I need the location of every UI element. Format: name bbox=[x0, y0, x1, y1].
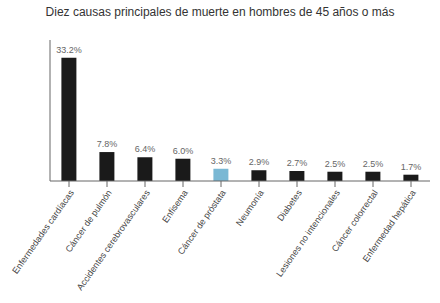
svg-text:Diabetes: Diabetes bbox=[275, 188, 304, 223]
svg-text:Neumonía: Neumonía bbox=[234, 188, 266, 228]
svg-text:Cáncer colorrectal: Cáncer colorrectal bbox=[329, 188, 380, 254]
html-text:Diez causas principales de mue: Diez causas principales de muerte en hom… bbox=[45, 5, 395, 19]
svg-text:Cáncer de pulmón: Cáncer de pulmón bbox=[63, 188, 114, 255]
svg-text:Enfermedad hepática: Enfermedad hepática bbox=[361, 188, 418, 264]
svg-text:33.2%: 33.2% bbox=[56, 45, 82, 55]
svg-text:7.8%: 7.8% bbox=[97, 139, 118, 149]
svg-text:Accidentes cerebrovasculares: Accidentes cerebrovasculares bbox=[75, 188, 152, 292]
svg-text:2.7%: 2.7% bbox=[287, 158, 308, 168]
svg-text:Cáncer de próstata: Cáncer de próstata bbox=[176, 188, 228, 256]
svg-text:3.3%: 3.3% bbox=[211, 156, 232, 166]
svg-text:2.5%: 2.5% bbox=[325, 159, 346, 169]
svg-text:6.4%: 6.4% bbox=[135, 144, 156, 154]
svg-text:2.9%: 2.9% bbox=[249, 157, 270, 167]
svg-text:Lesiones no intencionales: Lesiones no intencionales bbox=[274, 188, 342, 279]
svg-text:Enfermedades cardíacas: Enfermedades cardíacas bbox=[10, 188, 76, 276]
svg-text:2.5%: 2.5% bbox=[363, 159, 384, 169]
svg-text:1.7%: 1.7% bbox=[401, 162, 422, 172]
svg-text:Enfisema: Enfisema bbox=[160, 188, 190, 224]
svg-text:6.0%: 6.0% bbox=[173, 146, 194, 156]
